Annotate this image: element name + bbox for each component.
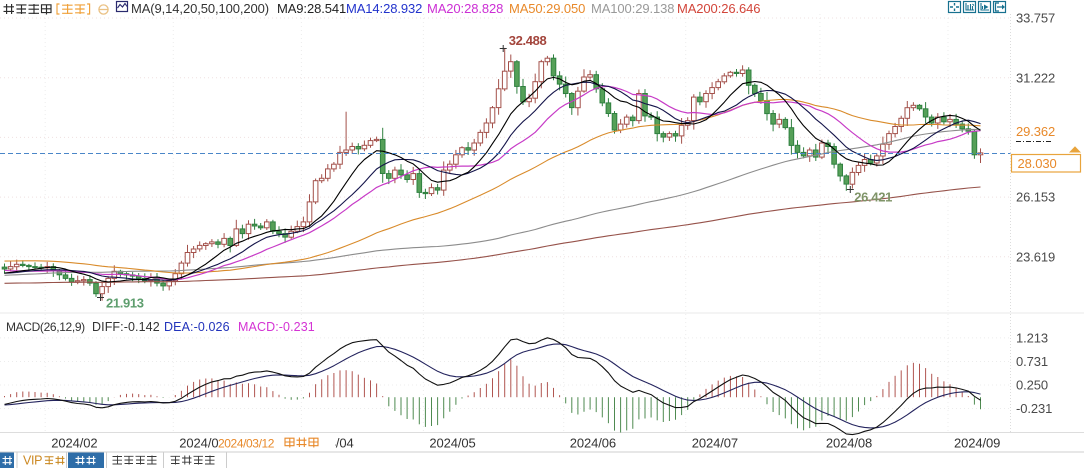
svg-text:2024/03: 2024/03 <box>179 435 225 450</box>
svg-text:VIP: VIP <box>23 454 42 468</box>
svg-text:2024/02: 2024/02 <box>51 435 97 450</box>
svg-text:2024/06: 2024/06 <box>570 435 616 450</box>
svg-text:2024/09: 2024/09 <box>954 435 1000 450</box>
svg-text:2024/03/12: 2024/03/12 <box>218 436 275 450</box>
svg-text:1.213: 1.213 <box>1016 331 1048 346</box>
svg-text:MA200:26.646: MA200:26.646 <box>677 1 760 16</box>
svg-text:MA(9,14,20,50,100,200): MA(9,14,20,50,100,200) <box>131 1 269 16</box>
svg-text:MACD:-0.231: MACD:-0.231 <box>238 320 315 334</box>
svg-text:26.153: 26.153 <box>1016 190 1055 205</box>
svg-text:26.421: 26.421 <box>854 190 892 205</box>
svg-text:DIFF:-0.142: DIFF:-0.142 <box>92 320 160 334</box>
svg-text:MA100:29.138: MA100:29.138 <box>591 1 674 16</box>
svg-text:MA14:28.932: MA14:28.932 <box>346 1 422 16</box>
svg-text:MA9:28.541: MA9:28.541 <box>277 1 346 16</box>
svg-text:MACD(26,12,9): MACD(26,12,9) <box>6 320 85 334</box>
svg-text:21.913: 21.913 <box>106 296 144 311</box>
svg-text:MA50:29.050: MA50:29.050 <box>509 1 585 16</box>
svg-text:31.222: 31.222 <box>1016 70 1055 85</box>
svg-text:33.757: 33.757 <box>1016 11 1055 26</box>
svg-text:-0.231: -0.231 <box>1016 401 1052 416</box>
svg-text:29.362: 29.362 <box>1016 124 1055 139</box>
svg-text:DEA:-0.026: DEA:-0.026 <box>164 320 230 334</box>
svg-text:2024/08: 2024/08 <box>826 435 872 450</box>
svg-text:32.488: 32.488 <box>509 33 547 48</box>
svg-text:2024/05: 2024/05 <box>429 435 475 450</box>
svg-text:MA20:28.828: MA20:28.828 <box>427 1 503 16</box>
svg-text:28.030: 28.030 <box>1018 156 1057 171</box>
svg-text:0.250: 0.250 <box>1016 378 1048 393</box>
svg-text:0.731: 0.731 <box>1016 354 1048 369</box>
svg-text:2024/07: 2024/07 <box>692 435 738 450</box>
svg-text:23.619: 23.619 <box>1016 249 1055 264</box>
